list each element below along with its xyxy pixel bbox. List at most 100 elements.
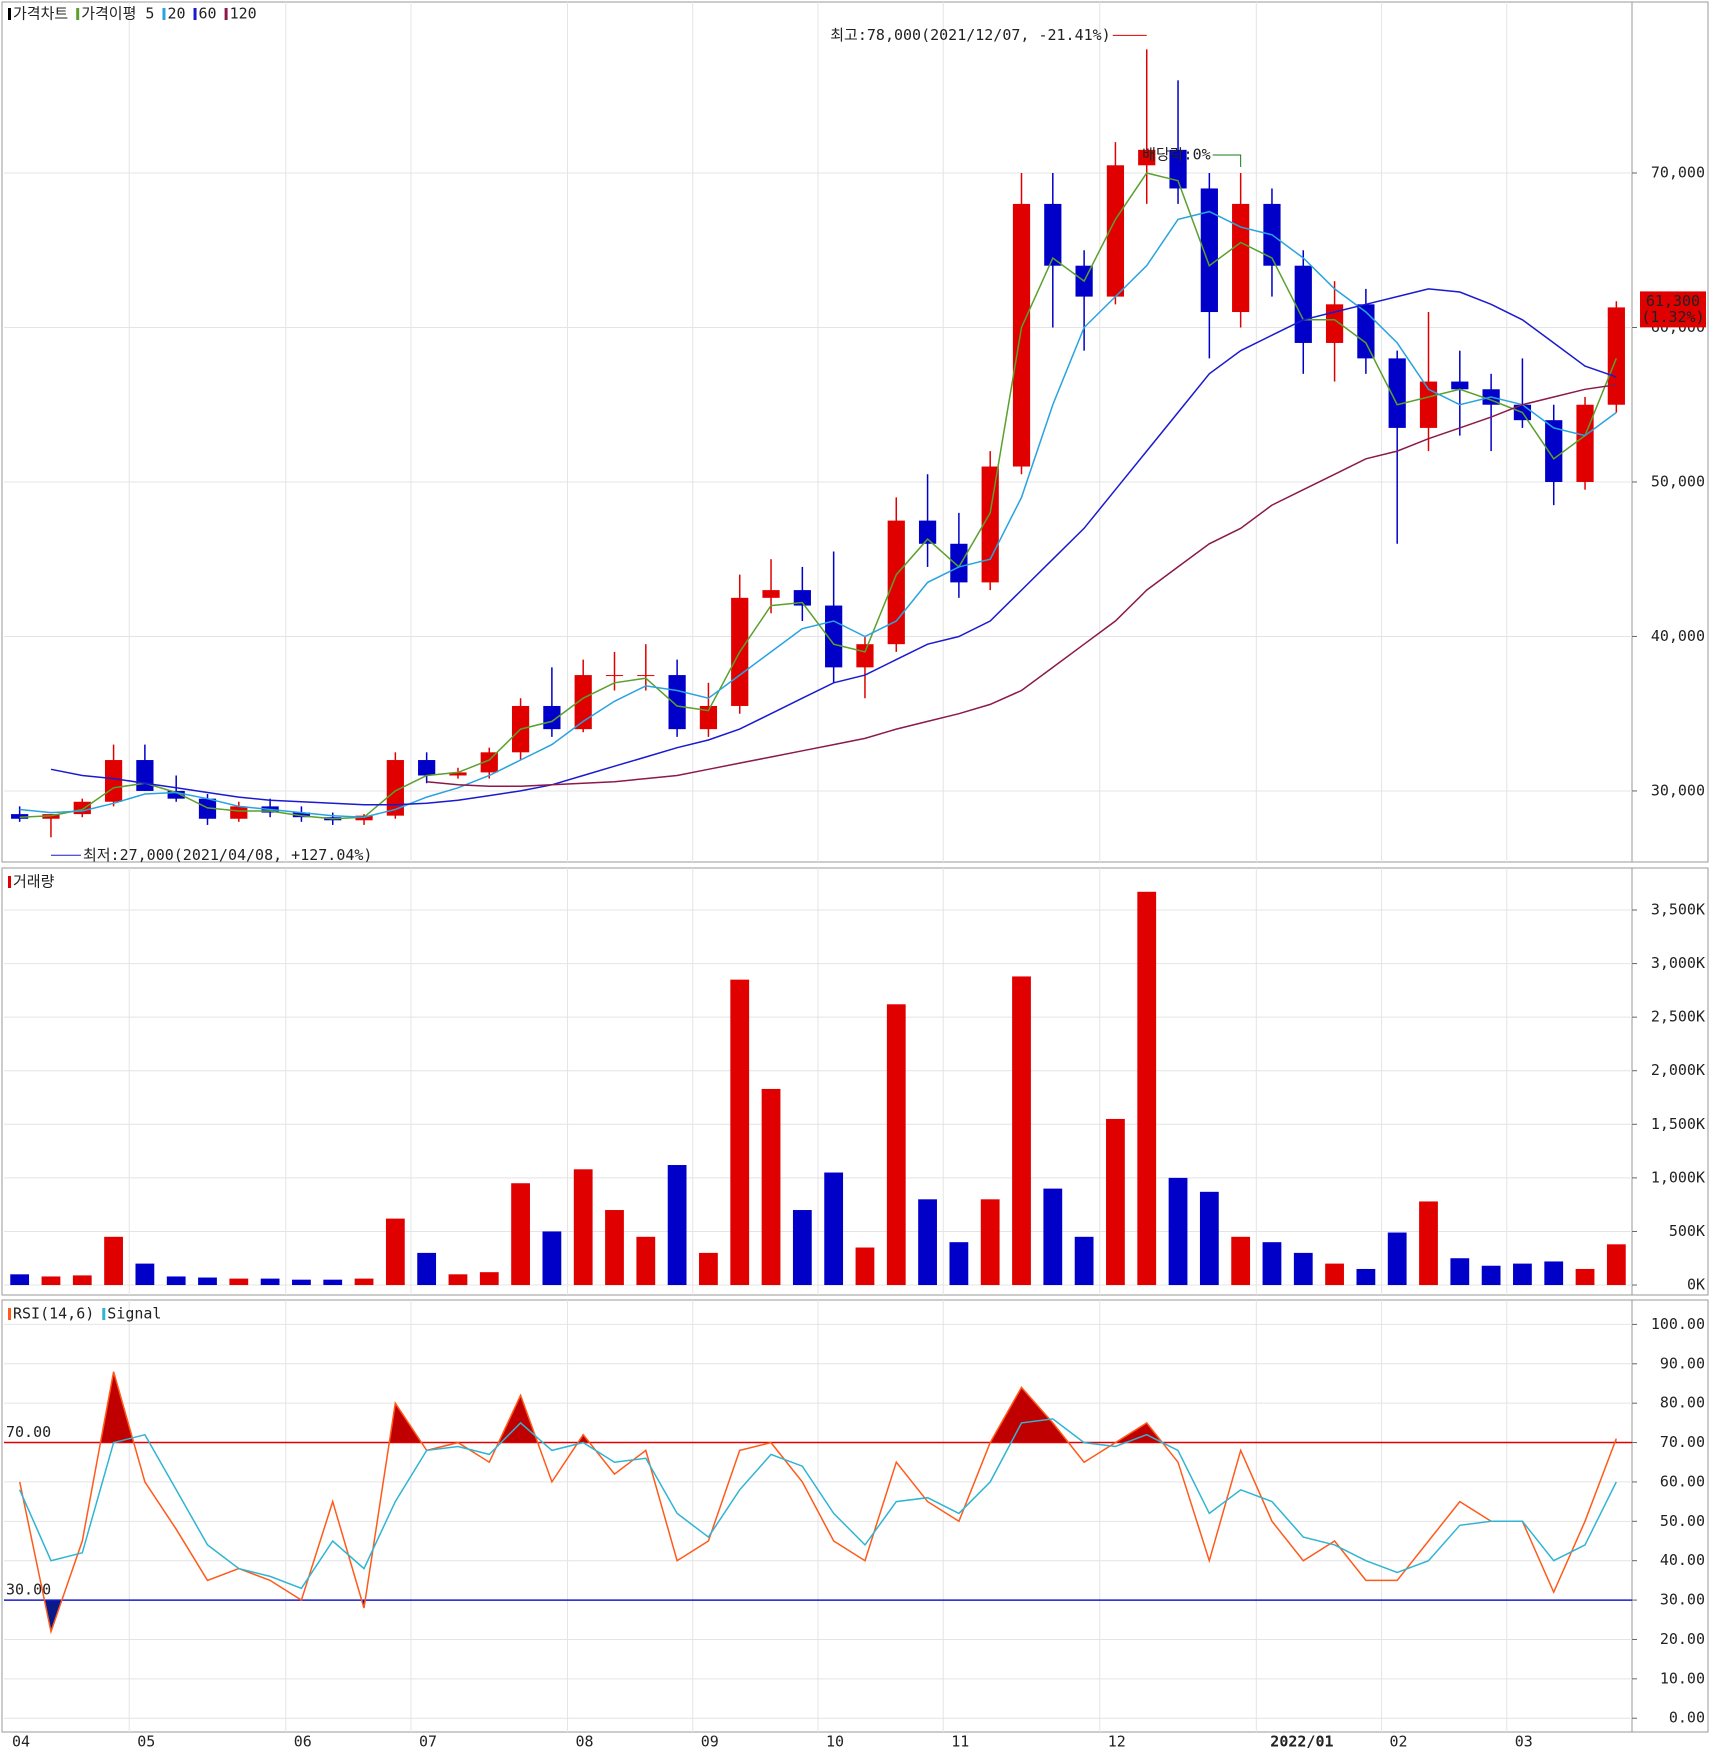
x-tick-label: 11: [951, 1733, 969, 1751]
volume-bar: [1387, 1232, 1407, 1286]
volume-bar: [949, 1242, 969, 1286]
panel-frame: [1, 1299, 1709, 1733]
y-tick-label: 1,000K: [1651, 1168, 1705, 1186]
candle-body: [543, 705, 561, 730]
volume-bar: [824, 1172, 844, 1286]
x-tick-label: 02: [1390, 1733, 1408, 1751]
legend-label: 가격차트: [13, 5, 68, 23]
candle-body: [1388, 358, 1406, 428]
candle-body: [104, 760, 123, 802]
candle-body: [136, 760, 154, 791]
x-tick-label: 10: [826, 1733, 844, 1751]
y-tick-label: 1,500K: [1651, 1115, 1705, 1133]
volume-bar: [1544, 1261, 1564, 1286]
candle-body: [1012, 203, 1031, 467]
annotation-high: 최고:78,000(2021/12/07, -21.41%): [830, 26, 1110, 44]
annotation-dividend: 배당락:0%: [1142, 146, 1211, 164]
volume-bar: [1106, 1118, 1125, 1286]
legend-marker: [162, 8, 166, 20]
candle-body: [1106, 165, 1125, 297]
candle-body: [292, 812, 311, 818]
volume-bar: [135, 1263, 155, 1286]
level-label: 30.00: [6, 1581, 51, 1599]
volume-bar: [479, 1272, 499, 1286]
volume-bar: [667, 1165, 687, 1286]
y-tick-label: 0K: [1687, 1276, 1705, 1294]
volume-bar: [1137, 891, 1157, 1286]
volume-bar: [41, 1276, 61, 1286]
panel-frame: [1, 867, 1709, 1296]
volume-bar: [1168, 1177, 1188, 1286]
volume-bar: [1575, 1268, 1595, 1286]
candle-body: [1545, 420, 1563, 482]
candle-body: [1607, 307, 1625, 405]
candle-body: [668, 675, 686, 730]
legend-marker: [8, 1308, 11, 1320]
legend-label: 60: [199, 5, 217, 23]
ma-line: [19, 172, 1617, 820]
candle-body: [1419, 381, 1438, 428]
y-tick-label: 90.00: [1660, 1354, 1705, 1372]
y-tick-label: 30.00: [1660, 1591, 1705, 1609]
volume-bar: [1199, 1191, 1219, 1286]
legend-label: Signal: [107, 1305, 161, 1323]
candle-body: [574, 675, 592, 730]
volume-bar: [1356, 1268, 1376, 1286]
y-tick-label: 3,500K: [1651, 901, 1705, 919]
volume-bar: [229, 1278, 249, 1286]
volume-bar: [636, 1236, 656, 1286]
volume-bar: [1074, 1236, 1094, 1286]
candle-body: [386, 760, 404, 816]
legend-label: 120: [230, 5, 257, 23]
volume-bar: [1325, 1263, 1344, 1286]
candle-body: [762, 590, 780, 598]
volume-bar: [1262, 1242, 1282, 1286]
panel-frame: [1, 1, 1709, 863]
rsi-line: [18, 1371, 1618, 1635]
legend-marker: [8, 876, 11, 888]
volume-bar: [10, 1274, 30, 1286]
y-tick-label: 0.00: [1669, 1709, 1705, 1727]
x-tick-label: 04: [12, 1733, 30, 1751]
y-tick-label: 70.00: [1660, 1433, 1705, 1451]
volume-bar: [605, 1210, 624, 1286]
y-tick-label: 50,000: [1651, 472, 1705, 490]
candle-body: [793, 590, 811, 606]
volume-bar: [980, 1199, 1000, 1286]
y-tick-label: 60.00: [1660, 1472, 1705, 1490]
candle-body: [480, 752, 498, 773]
legend-marker: [76, 8, 80, 20]
volume-bar: [1481, 1265, 1501, 1286]
candle-body: [825, 605, 843, 668]
volume-bar: [292, 1279, 311, 1286]
y-tick-label: 40.00: [1660, 1551, 1705, 1569]
x-tick-label: 2022/01: [1270, 1733, 1333, 1751]
candle-body: [699, 705, 718, 730]
y-tick-label: 20.00: [1660, 1630, 1705, 1648]
volume-bar: [166, 1276, 186, 1286]
candle-body: [1325, 304, 1344, 343]
candle-body: [230, 806, 248, 819]
candle-body: [167, 790, 185, 799]
candle-body: [73, 801, 91, 815]
y-tick-label: 50.00: [1660, 1512, 1705, 1530]
candle-body: [856, 644, 874, 668]
volume-bar: [354, 1278, 374, 1286]
annotation-arrow: [1212, 154, 1242, 168]
x-tick-label: 06: [294, 1733, 312, 1751]
candle-body: [981, 466, 999, 583]
volume-bar: [385, 1218, 405, 1286]
y-tick-label: 100.00: [1651, 1315, 1705, 1333]
last-price-label: 61,300: [1646, 292, 1700, 310]
volume-bar: [323, 1279, 343, 1286]
candle-body: [1451, 381, 1469, 390]
y-tick-label: 2,500K: [1651, 1008, 1705, 1026]
legend-marker: [193, 8, 197, 20]
y-tick-label: 3,000K: [1651, 954, 1705, 972]
ma-line: [50, 288, 1617, 806]
x-tick-label: 08: [576, 1733, 594, 1751]
candle-body: [198, 798, 217, 819]
legend-label: RSI(14,6): [13, 1305, 94, 1323]
ma-line: [19, 210, 1617, 818]
